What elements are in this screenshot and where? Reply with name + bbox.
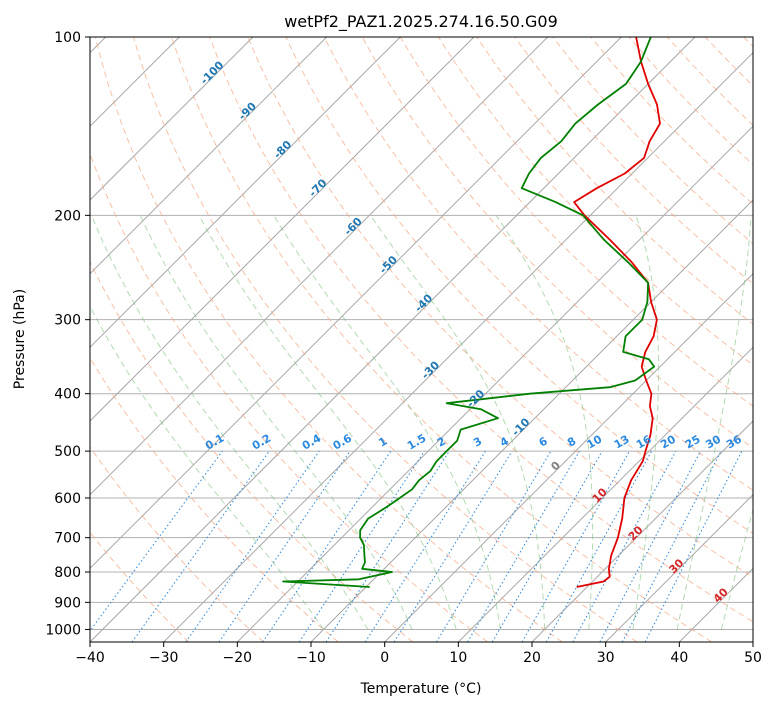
- y-tick-label: 800: [54, 565, 81, 581]
- mixing-ratio-line: [491, 450, 603, 642]
- mixing-ratio-line: [521, 450, 630, 642]
- moist-adiabat-line: [370, 215, 546, 630]
- isotherm-line: [531, 420, 753, 642]
- dry-adiabat-line: [90, 356, 339, 642]
- x-tick-label: 10: [449, 650, 467, 666]
- dry-adiabat-line: [209, 37, 753, 623]
- x-tick-label: −10: [296, 650, 326, 666]
- axes: −40 −30 −20 −10 0 10 20 30 40 50 100 200 300 400 500 60…: [45, 30, 762, 666]
- mixing-ratio-line: [364, 450, 486, 642]
- isotherm-line: [90, 37, 622, 570]
- isotherm-line: [90, 37, 696, 642]
- series-lines: [282, 37, 661, 588]
- y-tick-label: 200: [54, 208, 81, 224]
- temperature-line: [573, 37, 661, 588]
- x-tick-label: 0: [380, 650, 389, 666]
- isotherm-line: [384, 272, 753, 642]
- background-lines: [90, 37, 753, 642]
- mixing-ratio-line: [572, 450, 677, 642]
- y-tick-label: 1000: [45, 622, 81, 638]
- isotherm-line: [163, 51, 753, 642]
- y-tick-label: 900: [54, 595, 81, 611]
- x-tick-label: 20: [523, 650, 541, 666]
- mixing-ratio-line: [393, 450, 513, 642]
- x-tick-label: −40: [75, 650, 105, 666]
- dry-adiabat-line: [323, 37, 753, 491]
- y-tick-label: 600: [54, 491, 81, 507]
- isotherm-line: [90, 37, 254, 201]
- isotherm-line: [457, 346, 753, 642]
- mixing-ratio-line: [435, 450, 552, 642]
- isotherm-line: [90, 37, 328, 275]
- dry-adiabat-line: [132, 37, 638, 642]
- plot-frame: [89, 36, 754, 643]
- x-tick-label: 30: [597, 650, 615, 666]
- mixing-ratio-line: [185, 450, 320, 642]
- mixing-ratio-line: [218, 450, 351, 642]
- mixing-ratio-line: [545, 450, 653, 642]
- dry-adiabat-line: [171, 37, 712, 642]
- isotherm-line: [605, 493, 753, 642]
- mixing-ratio-line: [325, 450, 450, 642]
- y-tick-label: 500: [54, 444, 81, 460]
- isotherm-line: [236, 125, 753, 642]
- dry-adiabat-line: [476, 37, 753, 325]
- y-tick-label: 700: [54, 531, 81, 547]
- x-tick-label: −20: [223, 650, 253, 666]
- dry-adiabat-line: [94, 37, 563, 642]
- x-tick-label: 40: [670, 650, 688, 666]
- dry-adiabat-line: [514, 37, 753, 285]
- x-tick-label: −30: [149, 650, 179, 666]
- dry-adiabat-line: [247, 37, 753, 578]
- moist-adiabat-line: [90, 305, 325, 630]
- moist-adiabat-line: [91, 215, 369, 630]
- x-tick-label: 50: [744, 650, 762, 666]
- mixing-ratio-line: [467, 450, 580, 642]
- moist-adiabat-line: [198, 215, 457, 630]
- isotherm-line: [90, 37, 549, 496]
- y-axis-label: Pressure (hPa): [12, 289, 28, 389]
- dry-adiabat-line: [90, 446, 264, 642]
- moist-adiabat-line: [139, 215, 413, 630]
- x-axis-label: Temperature (°C): [360, 681, 482, 697]
- moist-adiabat-line: [495, 215, 594, 630]
- y-tick-label: 300: [54, 313, 81, 329]
- isotherm-line: [90, 37, 475, 422]
- chart-title: wetPf2_PAZ1.2025.274.16.50.G09: [284, 12, 558, 32]
- dry-adiabat-line: [285, 37, 753, 535]
- isotherm-line: [90, 37, 401, 349]
- moist-adiabat-line: [632, 215, 660, 630]
- moist-adiabat-line: [676, 215, 752, 630]
- dewpoint-line: [282, 37, 656, 588]
- dry-adiabat-line: [90, 260, 414, 642]
- y-tick-label: 400: [54, 387, 81, 403]
- y-tick-label: 100: [54, 30, 81, 46]
